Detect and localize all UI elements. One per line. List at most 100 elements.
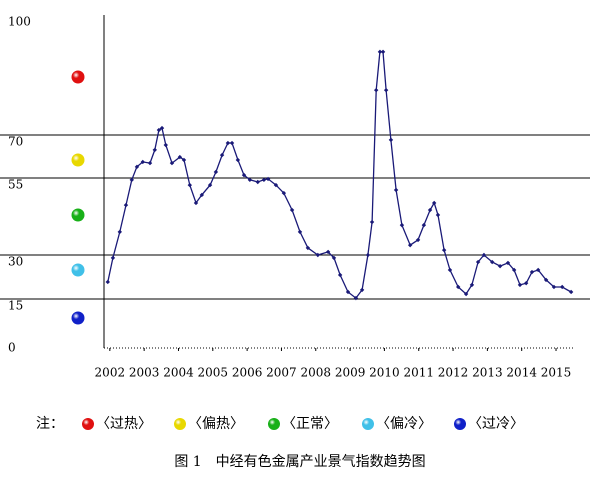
legend-label: 注：	[36, 416, 64, 432]
data-point	[359, 287, 365, 293]
y-tick-label: 100	[8, 15, 31, 29]
data-point	[489, 259, 495, 265]
data-point	[463, 291, 469, 297]
legend-text: 〈偏冷〉	[376, 416, 432, 432]
data-point	[281, 190, 287, 196]
data-point	[427, 207, 433, 213]
legend-text: 〈正常〉	[282, 416, 338, 432]
x-tick-label: 2002	[95, 366, 126, 380]
data-point	[147, 160, 153, 166]
data-point	[399, 222, 405, 228]
x-tick-label: 2014	[506, 366, 537, 380]
x-tick-label: 2012	[438, 366, 469, 380]
data-point	[407, 242, 413, 248]
data-point	[456, 284, 461, 290]
zone-marker	[71, 153, 85, 167]
data-point	[529, 269, 535, 275]
data-point	[388, 137, 394, 143]
data-point	[140, 159, 145, 165]
data-point	[337, 272, 343, 278]
data-point	[297, 229, 303, 235]
y-tick-label: 30	[8, 255, 23, 269]
x-tick-label: 2010	[369, 366, 400, 380]
x-tick-label: 2013	[472, 366, 503, 380]
data-point	[331, 255, 337, 261]
data-point	[181, 157, 187, 163]
data-point	[235, 157, 241, 163]
legend-text: 〈过热〉	[96, 416, 152, 432]
zone-marker	[71, 208, 85, 222]
data-point	[315, 252, 321, 258]
legend-text: 〈偏热〉	[188, 416, 244, 432]
data-point	[447, 267, 453, 273]
legend-marker	[268, 418, 280, 430]
data-point	[213, 169, 219, 175]
data-point	[325, 249, 331, 255]
data-point	[156, 127, 162, 133]
data-point	[345, 289, 351, 295]
data-point	[551, 284, 557, 290]
data-point	[523, 280, 529, 286]
data-point	[505, 260, 511, 266]
data-point	[241, 172, 247, 178]
data-point	[377, 49, 383, 55]
data-point	[289, 207, 295, 213]
data-point	[229, 140, 235, 146]
data-point	[393, 187, 399, 193]
data-point	[431, 200, 437, 206]
data-point	[169, 160, 175, 166]
x-tick-label: 2008	[300, 366, 331, 380]
y-tick-label: 70	[8, 135, 23, 149]
data-point	[305, 245, 311, 251]
data-point	[187, 182, 193, 188]
data-point	[110, 255, 116, 261]
data-point	[475, 259, 481, 265]
x-tick-label: 2006	[232, 366, 263, 380]
data-point	[380, 49, 386, 55]
data-point	[559, 284, 565, 290]
data-point	[365, 252, 371, 258]
data-point	[415, 237, 421, 243]
data-point	[469, 282, 475, 288]
data-point	[117, 229, 122, 235]
x-tick-label: 2003	[129, 366, 160, 380]
data-point	[481, 252, 487, 258]
data-point	[152, 147, 157, 153]
data-point	[199, 192, 205, 198]
legend-marker	[174, 418, 186, 430]
chart-caption: 图 1 中经有色金属产业景气指数趋势图	[174, 453, 425, 470]
x-tick-label: 2009	[335, 366, 366, 380]
data-point	[177, 154, 183, 160]
data-point	[123, 202, 129, 208]
data-point	[207, 182, 213, 188]
data-point	[163, 142, 168, 148]
data-point	[517, 282, 523, 288]
x-tick-label: 2011	[403, 366, 434, 380]
y-tick-label: 55	[8, 178, 23, 192]
data-point	[441, 247, 447, 253]
data-point	[535, 267, 541, 273]
data-point	[193, 200, 199, 206]
data-point	[543, 277, 549, 283]
data-point	[435, 212, 441, 218]
data-point	[255, 179, 260, 185]
zone-marker	[71, 311, 85, 325]
data-point	[373, 87, 379, 93]
data-point	[261, 177, 267, 183]
legend-marker	[82, 418, 94, 430]
data-point	[369, 219, 375, 225]
zone-marker	[71, 263, 85, 277]
data-point	[568, 289, 574, 295]
y-tick-label: 0	[8, 341, 16, 355]
data-point	[225, 140, 231, 146]
y-tick-label: 15	[8, 299, 23, 313]
data-point	[219, 152, 225, 158]
legend-marker	[454, 418, 466, 430]
data-point	[129, 177, 135, 183]
x-tick-label: 2007	[266, 366, 297, 380]
data-point	[383, 87, 389, 93]
data-point	[511, 267, 517, 273]
legend-marker	[362, 418, 374, 430]
